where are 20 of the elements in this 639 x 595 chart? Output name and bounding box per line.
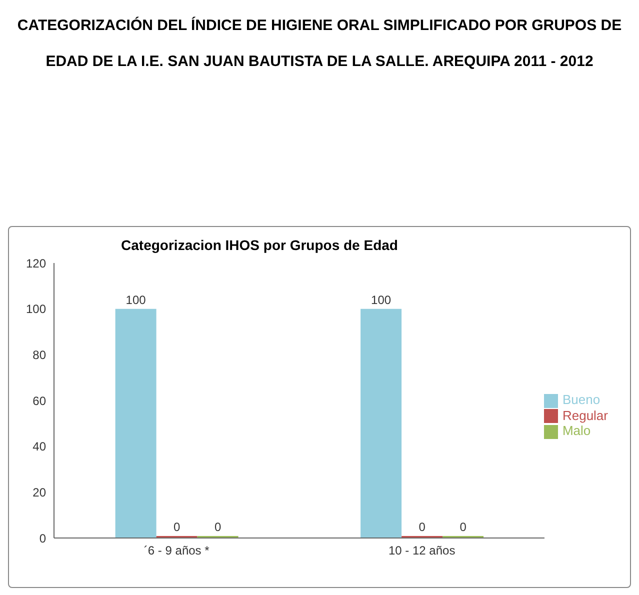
legend-label: Bueno [562,392,600,408]
legend-label: Regular [562,408,608,423]
y-tick-label: 20 [32,485,46,500]
data-label: 0 [418,520,426,534]
y-tick-label: 120 [26,256,46,270]
legend-label: Malo [562,423,591,438]
y-tick-label: 80 [32,348,46,362]
y-tick-label: 40 [32,440,46,454]
data-label: 100 [126,292,146,307]
y-tick-label: 60 [32,394,46,408]
data-label: 100 [371,292,392,307]
chart-title: CATEGORIZACIÓN DEL ÍNDICE DE HIGIENE ORAL SIMPLIFICADO POR GRUPOS DE EDAD DE LA I.E. SAN JUAN BAUTISTA DE LA SALLE. AREQUIPA 2011 - 2012 [17,17,622,70]
chart-subtitle: Categorizacion IHOS por Grupos de Edad [120,236,399,253]
data-label: 0 [460,520,467,534]
x-tick-label: ´6 - 9 años * [144,544,210,558]
data-label: 0 [173,520,180,534]
y-tick-label: 0 [39,531,46,546]
x-tick-label: 10 - 12 años [388,544,456,558]
data-label: 0 [214,520,222,534]
y-tick-label: 100 [26,302,46,316]
